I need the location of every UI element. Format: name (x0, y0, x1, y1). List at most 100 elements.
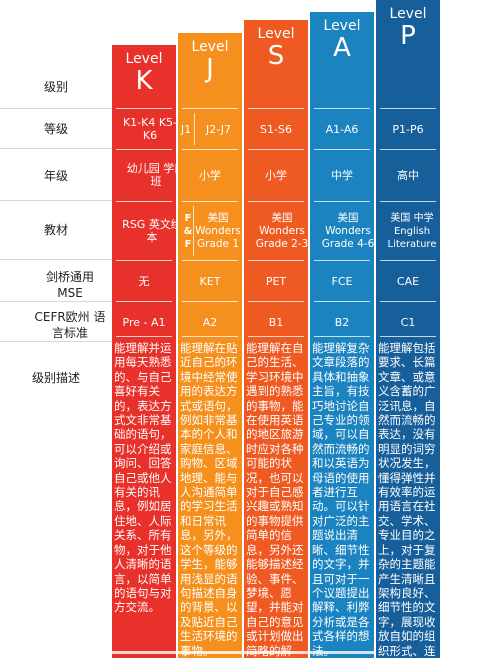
level-header-k: Level K (112, 51, 176, 95)
cefr-cell: Pre - A1 (122, 315, 166, 329)
grade-cell: S1-S6 (260, 122, 292, 136)
level-letter: A (333, 33, 351, 63)
cell-divider (182, 336, 238, 337)
row-label-grade: 等级 (43, 122, 68, 136)
cefr-cell: B1 (268, 315, 284, 329)
column-footer-bar (178, 651, 242, 654)
level-letter: S (267, 41, 285, 71)
description-text: 能理解复杂文章段落的具体和抽象主旨，有技巧地讨论自己专业的领域，可以自然而流畅的… (312, 341, 370, 658)
cell-divider (248, 301, 304, 302)
level-column-a: Level A A1-A6 中学 美国 Wonders Grade 4-6 FC… (310, 12, 374, 658)
cefr-cell: C1 (400, 315, 416, 329)
mse-cell: KET (199, 274, 221, 288)
description-text: 能理解在贴近自己的环境中经常使用的表达方式或语句，例如非常基本的个人和家庭信息、… (180, 341, 238, 658)
cell-divider (248, 108, 304, 109)
description-text: 能理解包括要求、长篇文章、或意义含蓄的广泛讯息，自然而流畅的表达，没有明显的词穷… (378, 341, 436, 658)
row-label-cefr: CEFR欧州 语言标准 (34, 310, 106, 340)
cell-divider (182, 301, 238, 302)
textbook-cell: 美国 Wonders Grade 2-3 (255, 211, 308, 250)
row-label-textbook: 教材 (43, 223, 68, 237)
column-footer-bar (244, 651, 308, 654)
cell-divider (182, 260, 238, 261)
cell-divider (116, 149, 172, 150)
cell-divider (116, 336, 172, 337)
cell-divider (314, 108, 370, 109)
grade-cell-a: J1 (180, 122, 192, 136)
textbook-cell-b: 美国 Wonders Grade 1 (195, 211, 241, 250)
cell-divider-vertical (193, 206, 194, 256)
cell-divider (248, 149, 304, 150)
row-label-level: 级别 (43, 80, 68, 94)
level-column-s: Level S S1-S6 小学 美国 Wonders Grade 2-3 PE… (244, 20, 308, 658)
age-cell: 高中 (397, 168, 419, 182)
cell-divider (248, 201, 304, 202)
cell-divider (248, 260, 304, 261)
cell-divider (248, 336, 304, 337)
mse-cell: CAE (396, 274, 420, 288)
row-divider (0, 259, 112, 260)
level-word: Level (323, 18, 361, 34)
column-footer-bar (310, 651, 374, 654)
row-divider (0, 341, 112, 342)
cell-divider (116, 201, 172, 202)
description-text: 能理解并运用每天熟悉的、与自己喜好有关的，表达方式文非常基础的语句，可以介绍或询… (114, 341, 172, 615)
cell-divider (314, 260, 370, 261)
grade-cell-b: J2-J7 (205, 122, 232, 136)
column-footer-bar (112, 651, 176, 654)
cell-divider (182, 108, 238, 109)
age-cell: 幼儿园 学前班 (126, 162, 176, 188)
level-column-j: Level J J1 J2-J7 小学 F & F 美国 Wonders Gra… (178, 33, 242, 658)
textbook-cell: RSG 英文绘本 (122, 218, 176, 244)
mse-cell: PET (265, 274, 287, 288)
textbook-cell: 美国 中学 English Literature (387, 212, 437, 250)
level-header-p: Level P (376, 6, 440, 50)
cell-divider (380, 336, 436, 337)
cell-divider (380, 108, 436, 109)
row-divider (0, 148, 112, 149)
age-cell: 小学 (199, 168, 221, 182)
level-word: Level (389, 6, 427, 22)
mse-cell: FCE (331, 274, 353, 288)
level-letter: P (400, 21, 416, 51)
level-header-a: Level A (310, 18, 374, 62)
row-divider (0, 200, 112, 201)
level-word: Level (257, 26, 295, 42)
age-cell: 小学 (265, 168, 287, 182)
level-word: Level (125, 51, 163, 67)
cell-divider (380, 201, 436, 202)
textbook-cell: 美国 Wonders Grade 4-6 (321, 211, 374, 250)
level-column-p: Level P P1-P6 高中 美国 中学 English Literatur… (376, 0, 440, 658)
row-label-mse: 剑桥通用 MSE (45, 270, 94, 300)
cell-divider (314, 149, 370, 150)
cell-divider (380, 149, 436, 150)
level-word: Level (191, 39, 229, 55)
row-divider (0, 301, 112, 302)
description-text: 能理解在自己的生活、学习环境中遇到的熟悉的事物，能在使用英语的地区旅游时应对各种… (246, 341, 304, 658)
cell-divider (314, 301, 370, 302)
cell-divider (314, 201, 370, 202)
row-label-description: 级别描述 (31, 371, 80, 385)
mse-cell: 无 (138, 274, 150, 288)
grade-cell: K1-K4 K5-K6 (122, 116, 176, 142)
cefr-cell: B2 (334, 315, 350, 329)
level-letter: K (135, 66, 153, 96)
cell-divider (116, 108, 172, 109)
level-letter: J (206, 54, 214, 84)
level-column-k: Level K K1-K4 K5-K6 幼儿园 学前班 RSG 英文绘本 无 P… (112, 45, 176, 658)
row-label-age: 年级 (43, 169, 68, 183)
cell-divider (182, 149, 238, 150)
cell-divider (380, 301, 436, 302)
cell-divider (314, 336, 370, 337)
cell-divider (116, 301, 172, 302)
cefr-cell: A2 (202, 315, 218, 329)
grade-cell: P1-P6 (392, 122, 424, 136)
textbook-cell-a: F & F (183, 212, 193, 250)
grade-cell: A1-A6 (325, 122, 359, 136)
level-header-s: Level S (244, 26, 308, 70)
cell-divider (182, 201, 238, 202)
row-divider (0, 108, 112, 109)
level-header-j: Level J (178, 39, 242, 83)
cell-divider (380, 260, 436, 261)
cell-divider-vertical (194, 113, 195, 145)
cell-divider (116, 260, 172, 261)
